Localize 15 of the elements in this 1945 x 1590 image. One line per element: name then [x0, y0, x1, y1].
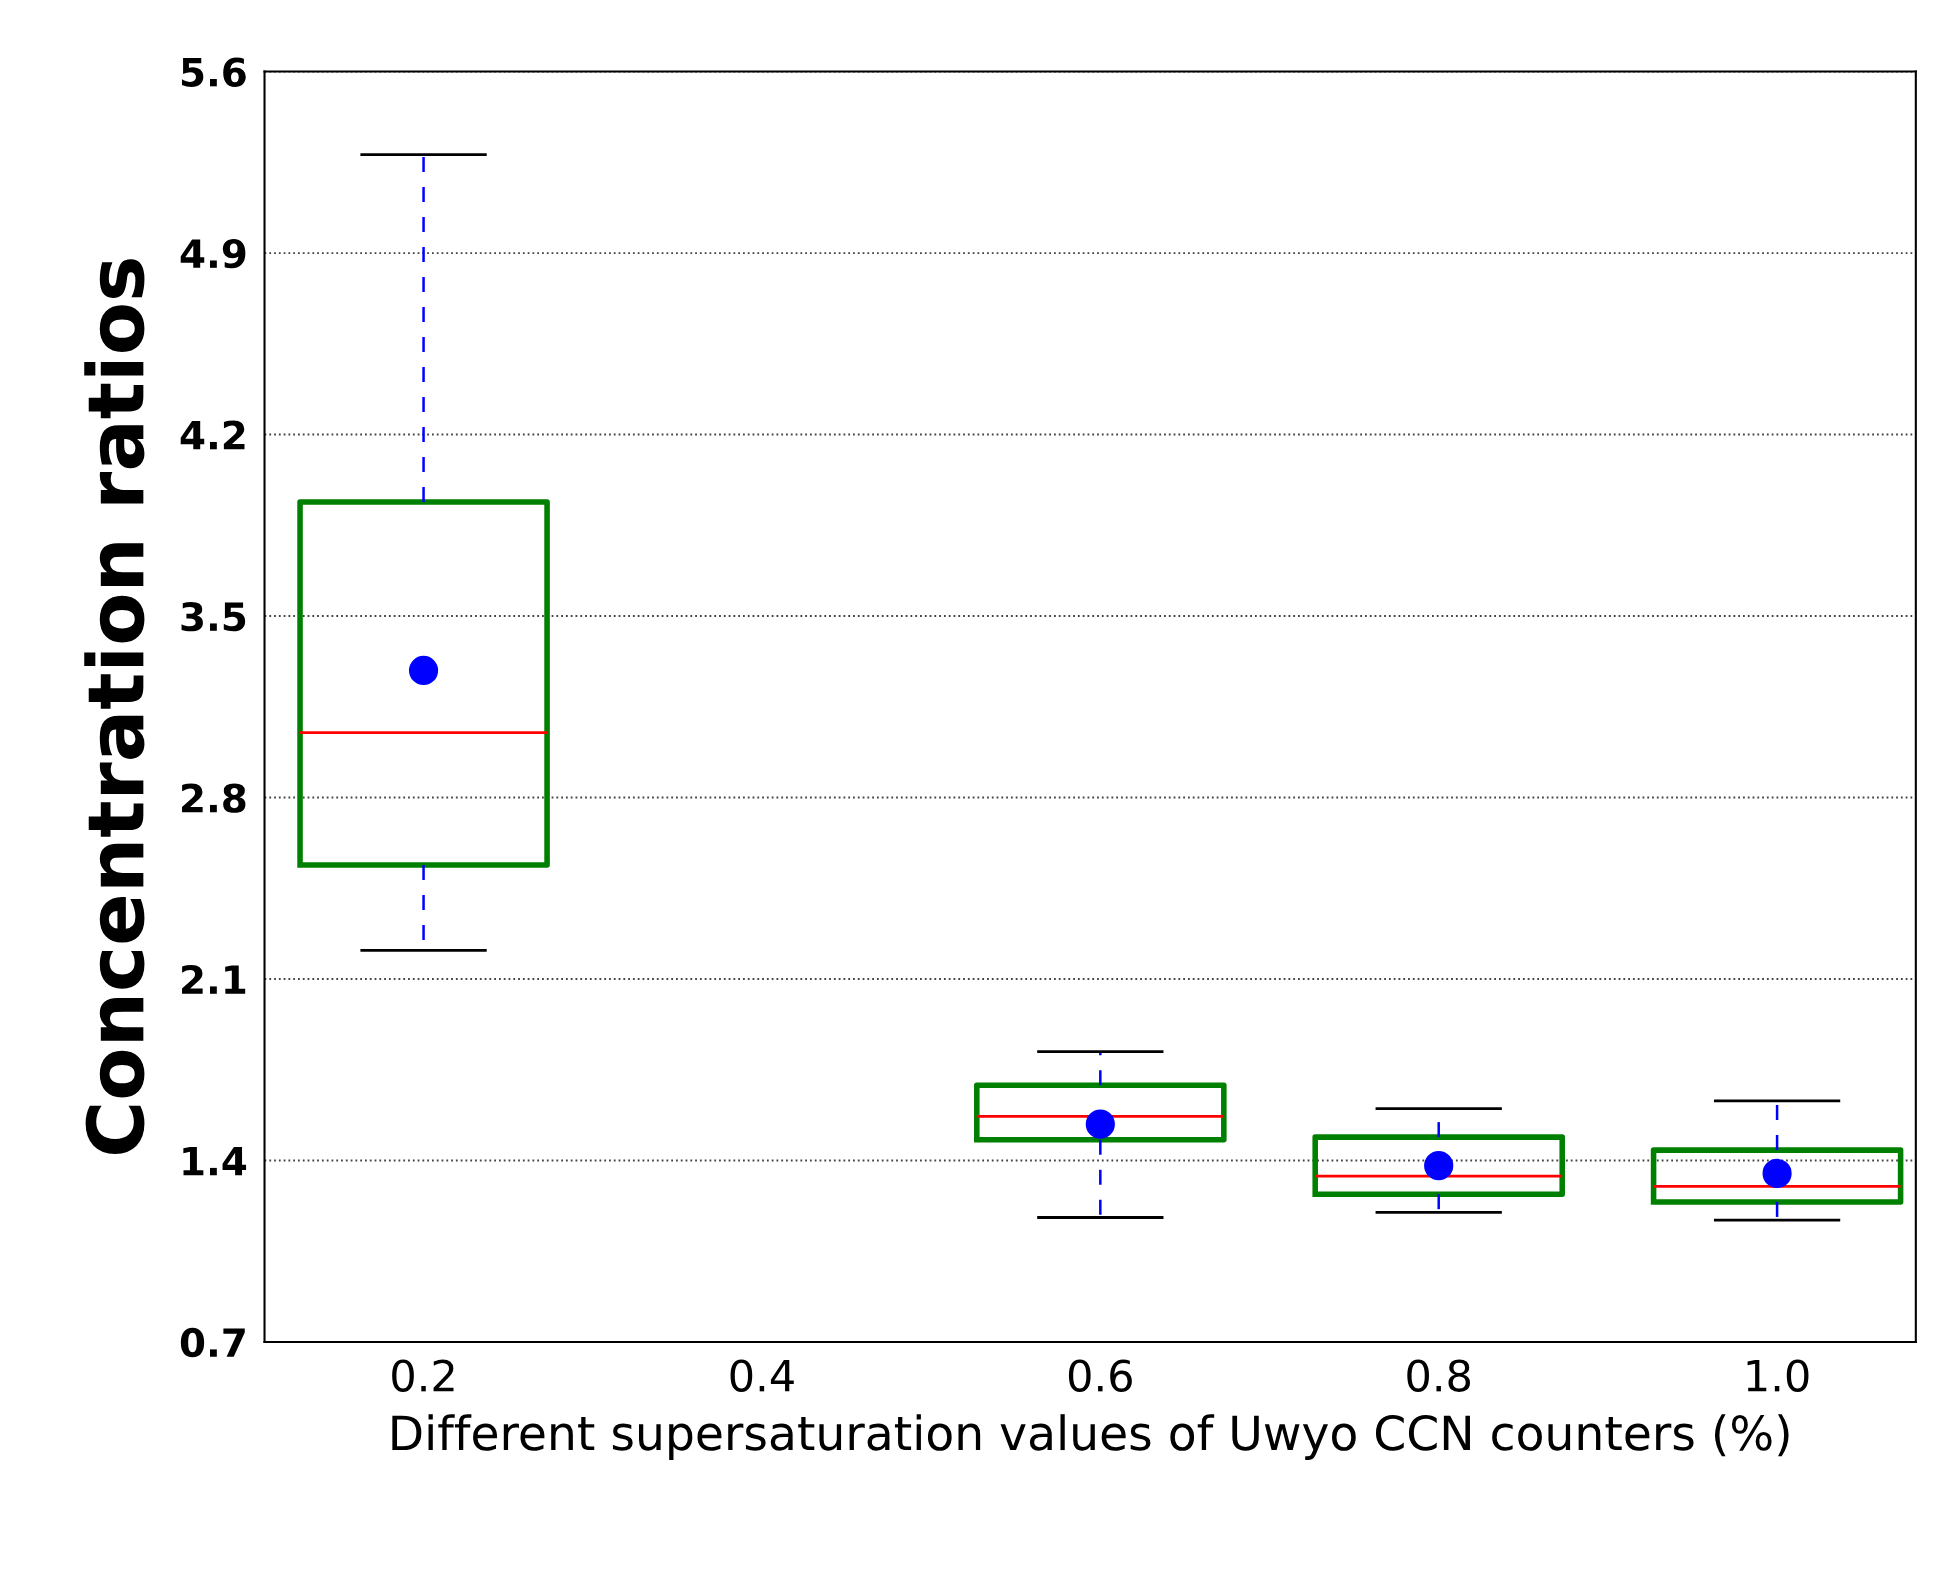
- x-tick-label: 0.2: [392, 1359, 454, 1392]
- y-tick-label: 2.1: [182, 964, 246, 994]
- x-tick-label: 0.6: [1068, 1359, 1132, 1392]
- x-tick-label: 0.8: [1407, 1359, 1470, 1392]
- y-tick-label: 2.8: [182, 783, 246, 813]
- y-tick-label: 3.5: [181, 601, 246, 632]
- y-tick-label: 0.7: [180, 1327, 245, 1358]
- y-tick-label: 4.9: [180, 238, 246, 269]
- x-axis-title: Different supersaturation values of Uwyo CCN counters (%): [392, 1414, 1789, 1460]
- y-tick-label: 5.6: [181, 57, 246, 87]
- y-tick-label: 1.4: [183, 1146, 247, 1176]
- x-tick-label: 0.4: [730, 1359, 794, 1392]
- x-tick-label: 1.0: [1747, 1359, 1809, 1392]
- y-tick-label: 4.2: [180, 420, 245, 450]
- y-axis-title: Concentration ratios: [84, 259, 145, 1155]
